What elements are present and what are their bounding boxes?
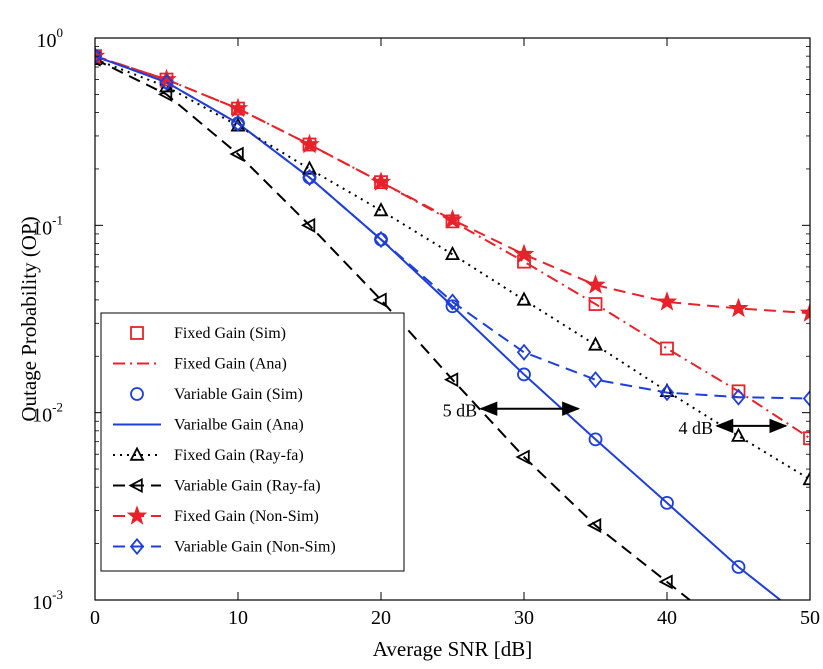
data-point xyxy=(370,171,392,191)
series-line xyxy=(95,55,782,600)
data-point xyxy=(443,372,459,388)
legend-box xyxy=(100,312,405,572)
x-tick-label: 10 xyxy=(228,607,248,629)
data-point xyxy=(659,383,675,402)
data-point xyxy=(300,217,316,233)
legend-item: Fixed Gain (Sim) xyxy=(130,325,286,342)
data-point xyxy=(660,341,674,356)
data-point xyxy=(660,495,674,510)
legend-item: Variable Gain (Sim) xyxy=(130,386,303,403)
data-point xyxy=(659,382,675,398)
legend-marker xyxy=(128,478,143,493)
data-point xyxy=(516,291,532,306)
legend-label: Fixed Gain (Sim) xyxy=(174,325,286,342)
legend-marker xyxy=(130,387,144,401)
data-point xyxy=(95,47,103,65)
annotation-label: 5 dB xyxy=(443,401,478,421)
legend-label: Fixed Gain (Ray-fa) xyxy=(174,447,304,464)
annotations: 5 dB 4 dB xyxy=(443,401,788,438)
series-5 xyxy=(95,51,743,645)
x-tick-label: 0 xyxy=(90,607,100,629)
x-tick-label: 30 xyxy=(514,607,534,629)
plot-area xyxy=(95,45,810,645)
data-point xyxy=(731,427,746,442)
series-6 xyxy=(95,45,810,322)
x-axis-label: Average SNR [dB] xyxy=(373,637,532,661)
data-point xyxy=(95,45,106,65)
y-tick-label: 10-1 xyxy=(32,212,63,239)
data-point xyxy=(159,73,174,91)
data-point xyxy=(802,389,810,408)
data-point xyxy=(302,160,317,175)
annotation: 5 dB xyxy=(443,401,581,421)
series-line xyxy=(95,55,810,400)
legend-marker xyxy=(126,505,148,525)
data-point xyxy=(157,86,173,102)
legend-label: Varialbe Gain (Ana) xyxy=(174,417,304,434)
legend-label: Fixed Gain (Ana) xyxy=(174,356,287,373)
data-point xyxy=(803,431,810,446)
data-point xyxy=(515,449,530,465)
data-point xyxy=(728,297,749,318)
y-tick-label: 10-3 xyxy=(32,587,63,614)
x-tick-label: 40 xyxy=(657,607,677,629)
data-point xyxy=(517,367,531,382)
data-point xyxy=(586,517,602,533)
data-point xyxy=(373,201,389,217)
data-point xyxy=(227,97,249,118)
legend-item: Fixed Gain (Non-Sim) xyxy=(113,505,319,525)
data-point xyxy=(445,293,460,311)
data-point xyxy=(588,371,603,389)
legend-label: Variable Gain (Ray-fa) xyxy=(174,478,321,495)
legend: Fixed Gain (Sim) Fixed Gain (Ana) Variable… xyxy=(100,312,405,572)
data-point xyxy=(802,470,810,486)
legend-item: Varialbe Gain (Ana) xyxy=(113,417,304,434)
legend-marker xyxy=(129,446,145,461)
data-point xyxy=(588,336,603,351)
data-point xyxy=(442,209,463,229)
data-point xyxy=(588,297,603,311)
legend-item: Variable Gain (Non-Sim) xyxy=(113,537,336,556)
data-point xyxy=(588,432,603,447)
data-point xyxy=(372,292,387,308)
series-line xyxy=(95,58,692,600)
legend-item: Fixed Gain (Ana) xyxy=(113,356,287,373)
legend-marker xyxy=(129,537,145,556)
data-point xyxy=(731,388,746,406)
series-3 xyxy=(95,55,782,600)
x-tick-label: 50 xyxy=(800,607,820,629)
data-point xyxy=(229,146,244,162)
data-point xyxy=(585,274,606,294)
y-tick-label: 100 xyxy=(37,25,64,52)
data-point xyxy=(230,114,246,133)
x-tick-label: 20 xyxy=(371,607,391,629)
data-point xyxy=(799,302,810,322)
y-tick-label: 10-2 xyxy=(32,400,63,427)
legend-marker xyxy=(130,326,144,340)
data-point xyxy=(516,343,532,361)
data-point xyxy=(445,245,460,261)
legend-label: Variable Gain (Non-Sim) xyxy=(174,539,336,556)
data-point xyxy=(731,560,746,574)
legend-item: Fixed Gain (Ray-fa) xyxy=(113,446,304,464)
series-line xyxy=(95,55,810,315)
data-point xyxy=(658,574,673,590)
data-point xyxy=(95,51,101,67)
data-point xyxy=(513,243,535,264)
data-point xyxy=(656,291,678,311)
data-point xyxy=(732,633,743,645)
annotation: 4 dB xyxy=(679,418,788,438)
y-axis-label: Outage Probability (OP) xyxy=(17,216,41,421)
axes-frame xyxy=(94,37,811,601)
series-7 xyxy=(95,47,810,408)
legend-item: Variable Gain (Ray-fa) xyxy=(113,478,321,495)
legend-label: Variable Gain (Sim) xyxy=(174,386,303,403)
annotation-label: 4 dB xyxy=(679,418,714,438)
legend-label: Fixed Gain (Non-Sim) xyxy=(174,508,319,525)
data-point xyxy=(299,133,320,154)
data-point xyxy=(373,230,389,249)
data-point xyxy=(302,168,317,187)
